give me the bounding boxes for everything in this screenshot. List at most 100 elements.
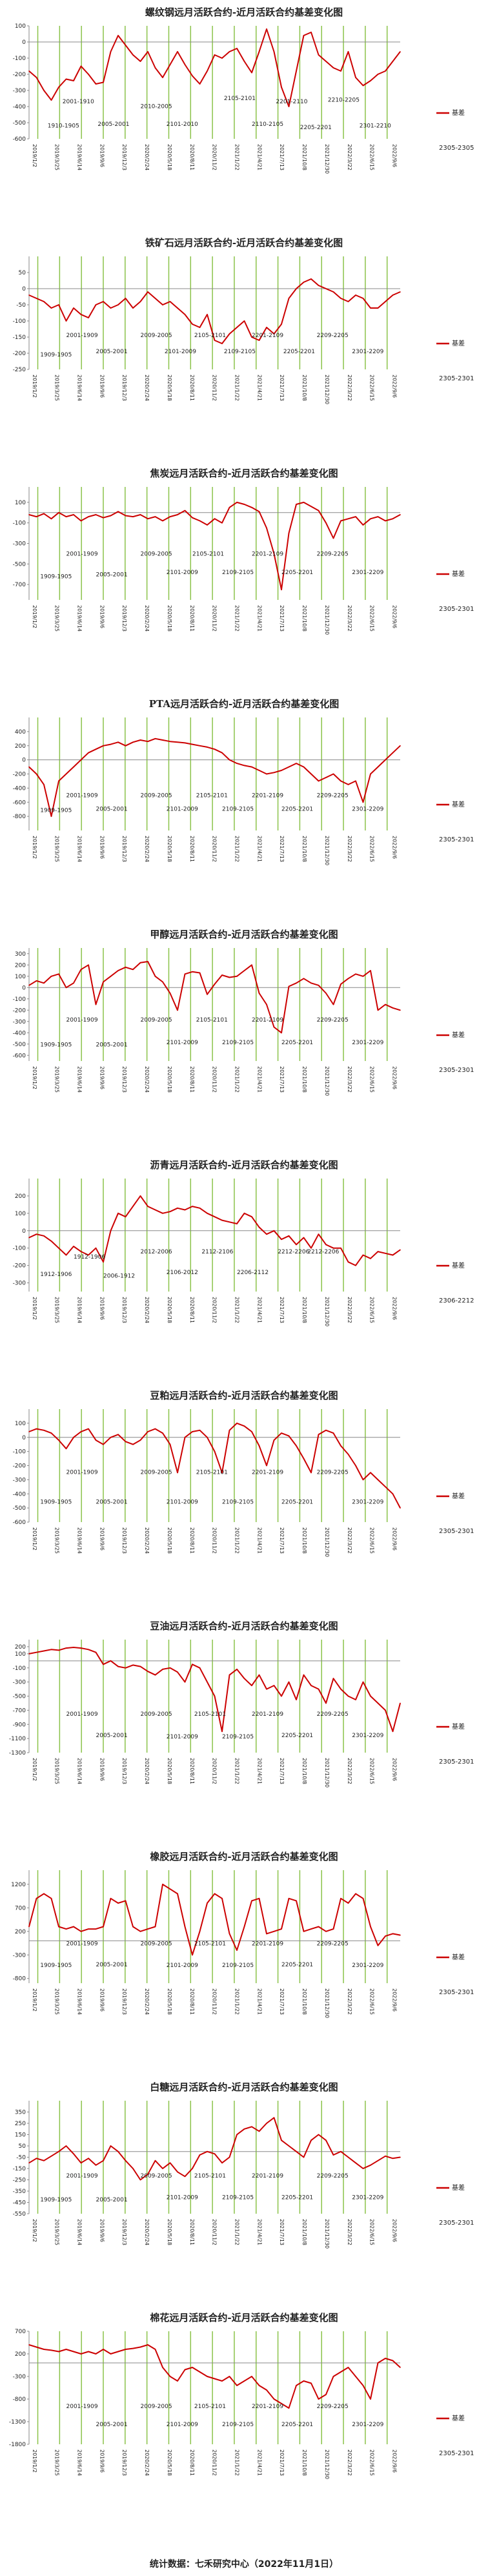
x-tick-label: 2020/2/24 xyxy=(144,375,150,401)
contract-label: 2101-2009 xyxy=(167,1963,198,1969)
series-point xyxy=(251,336,252,338)
series-point xyxy=(132,969,134,971)
series-point xyxy=(229,1430,230,1431)
series-point xyxy=(310,2139,312,2141)
contract-label: 2301-2209 xyxy=(352,2422,383,2428)
series-point xyxy=(103,301,104,302)
y-tick-label: -500 xyxy=(13,120,26,127)
series-point xyxy=(199,520,201,522)
series-point xyxy=(236,1223,238,1224)
chart-svg: 甲醇远月活跃合约-近月活跃合约基差变化图 300 200 100 0 -100 -200 -3… xyxy=(13,929,474,1096)
series-point xyxy=(362,2385,364,2386)
series-point xyxy=(139,1665,141,1667)
contract-label: 2210-2205 xyxy=(328,98,360,104)
series-point xyxy=(58,2351,59,2353)
series-point xyxy=(95,2353,97,2354)
contract-label: 2009-2005 xyxy=(141,333,172,339)
x-tick-label: 2021/12/30 xyxy=(324,1297,330,1326)
x-tick-label: 2020/8/11 xyxy=(189,1527,195,1554)
contract-label: 2205-2201 xyxy=(281,1733,313,1739)
series-point xyxy=(318,780,320,782)
y-tick-label: -300 xyxy=(13,1477,26,1483)
x-tick-label: 2019/12/3 xyxy=(121,1988,127,2015)
series-point xyxy=(340,520,341,522)
contract-label: 2109-2105 xyxy=(222,2194,254,2201)
chart-panel: 白糖远月活跃合约-近月活跃合约基差变化图 350 250 150 50 -50 -150 -2… xyxy=(0,2075,488,2305)
series-point xyxy=(154,298,156,299)
series-point xyxy=(80,520,82,522)
y-tick-label: -350 xyxy=(13,2189,26,2195)
series-point xyxy=(214,518,216,520)
y-tick-label: -300 xyxy=(13,1952,26,1959)
x-tick-label: 2021/12/30 xyxy=(324,1066,330,1096)
series-point xyxy=(169,301,171,302)
series-point xyxy=(73,1926,74,1928)
contract-label: 2209-2205 xyxy=(317,793,349,799)
x-tick-label: 2019/9/6 xyxy=(99,1758,105,1781)
series-point xyxy=(184,973,186,975)
y-tick-label: 700 xyxy=(15,2329,26,2335)
x-tick-label: 2019/6/14 xyxy=(76,1758,82,1784)
series-point xyxy=(355,294,356,296)
x-tick-label: 2022/6/15 xyxy=(369,836,375,862)
series-point xyxy=(50,816,52,817)
x-tick-label: 2020/5/18 xyxy=(167,1758,172,1784)
chart-svg: 铁矿石远月活跃合约-近月活跃合约基差变化图 50 0 -50 -100 -150 -200 -… xyxy=(13,237,474,404)
x-tick-label: 2022/6/15 xyxy=(369,375,375,401)
y-tick-label: -100 xyxy=(13,56,26,62)
series-point xyxy=(221,1731,223,1732)
series-point xyxy=(370,773,371,775)
series-point xyxy=(80,314,82,315)
x-tick-label: 2019/12/3 xyxy=(121,605,127,632)
series-point xyxy=(258,2130,260,2132)
chart-title: 豆油远月活跃合约-近月活跃合约基差变化图 xyxy=(150,1620,338,1632)
series-point xyxy=(162,1884,163,1885)
contract-label: 2105-2101 xyxy=(194,1941,226,1948)
x-tick-label: 2020/11/2 xyxy=(212,144,218,170)
x-tick-label: 2019/3/25 xyxy=(54,144,60,170)
series-point xyxy=(73,80,74,81)
y-tick-label: -300 xyxy=(13,1281,26,1287)
series-point xyxy=(184,1926,186,1928)
x-tick-label: 2020/2/24 xyxy=(144,1527,150,1554)
legend-label: 基差 xyxy=(452,2183,465,2192)
series-point xyxy=(377,1944,379,1946)
series-point xyxy=(385,1486,386,1488)
x-tick-label: 2021/12/30 xyxy=(324,2219,330,2249)
series-point xyxy=(36,2158,37,2159)
contract-label: 2201-2110 xyxy=(276,99,307,105)
contract-label: 2009-2005 xyxy=(141,1711,172,1718)
x-tick-label: 2022/3/22 xyxy=(347,1988,352,2015)
chart-svg: 橡胶远月活跃合约-近月活跃合约基差变化图 1200 700 200 -300 -800 20… xyxy=(11,1851,474,2018)
series-point xyxy=(362,1254,364,1256)
y-tick-label: -600 xyxy=(13,1520,26,1526)
series-point xyxy=(36,1897,37,1899)
series-point xyxy=(147,2173,148,2175)
series-point xyxy=(103,517,104,519)
x-tick-label: 2020/2/24 xyxy=(144,1988,150,2015)
series-point xyxy=(65,2145,67,2147)
series-point xyxy=(288,1897,290,1899)
series-point xyxy=(281,2403,282,2404)
series-point xyxy=(88,317,89,318)
contract-label: 2105-2101 xyxy=(194,1711,226,1718)
series-point xyxy=(110,1897,112,1899)
y-tick-label: -50 xyxy=(16,302,26,309)
series-point xyxy=(273,1930,275,1932)
x-tick-label: 2020/5/18 xyxy=(167,605,172,632)
chart-panel: PTA远月活跃合约-近月活跃合约基差变化图 400 200 0 -200 -400 -600… xyxy=(0,692,488,922)
series-point xyxy=(340,1688,341,1690)
contract-label: 2105-2101 xyxy=(196,1470,228,1476)
y-tick-label: -400 xyxy=(13,785,26,792)
series-point xyxy=(340,1445,341,1447)
x-tick-label: 2021/4/21 xyxy=(256,605,262,632)
series-point xyxy=(303,1237,305,1239)
x-tick-label: 2021/1/22 xyxy=(234,2219,239,2245)
series-point xyxy=(117,2150,119,2152)
contract-label: 2101-2010 xyxy=(167,121,198,128)
x-tick-label: 2019/6/14 xyxy=(76,836,82,862)
x-tick-label: 2022/3/22 xyxy=(347,1297,352,1323)
series-point xyxy=(355,1264,356,1266)
x-tick-label: 2022/6/15 xyxy=(369,1297,375,1323)
x-tick-label: 2019/1/2 xyxy=(32,144,37,167)
